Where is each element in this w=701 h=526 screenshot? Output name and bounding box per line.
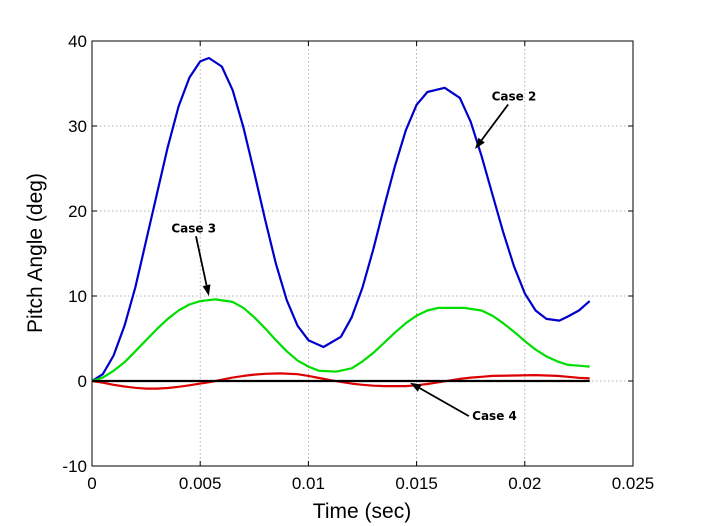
x-tick-label: 0.015 [395,474,438,493]
x-axis-label: Time (sec) [313,500,411,523]
y-axis-label: Pitch Angle (deg) [24,173,47,333]
series-line [91,298,590,383]
x-tick-label: 0 [87,474,96,493]
y-tick-label: 30 [68,117,87,136]
series-lines [91,56,591,390]
annotation-arrowhead [410,382,422,392]
x-tick-label: 0.025 [612,474,655,493]
annotation-arrowhead [202,284,211,296]
y-tick-label: 40 [68,32,87,51]
y-tick-label: -10 [62,457,87,476]
series-line [91,372,590,390]
y-tick-label: 20 [68,202,87,221]
x-tick-label: 0.02 [508,474,541,493]
annotation-label: Case 3 [171,221,216,235]
annotation-arrow [480,103,509,141]
annotation-arrow [419,387,470,417]
grid-lines [92,41,633,466]
y-tick-label: 0 [78,372,87,391]
annotation-arrowhead [475,137,485,149]
annotations: Case 2 Case 3 Case 4 [171,90,536,424]
annotation-label: Case 2 [492,90,537,104]
annotation-arrow [195,236,208,286]
x-tick-label: 0.005 [179,474,222,493]
x-tick-label: 0.01 [292,474,325,493]
series-line [91,56,591,382]
plot-frame [91,40,634,467]
y-tick-label: 10 [68,287,87,306]
annotation-label: Case 4 [472,409,517,423]
